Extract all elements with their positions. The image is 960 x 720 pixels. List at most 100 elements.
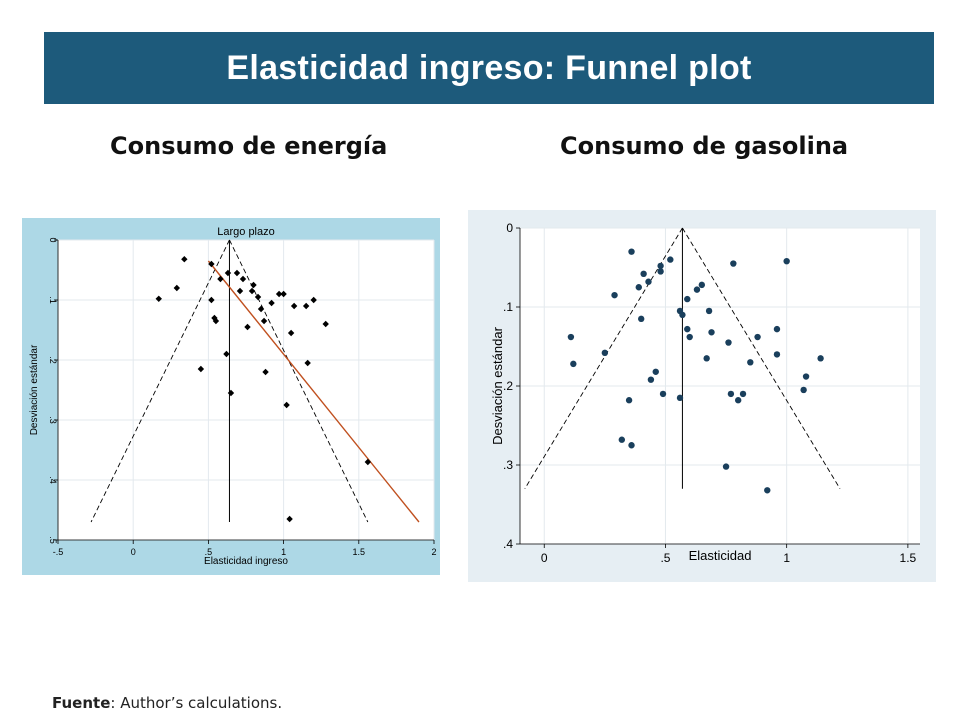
y-tick-label: .2 — [48, 356, 58, 364]
data-point — [181, 256, 188, 263]
data-point — [727, 390, 735, 398]
data-point — [657, 268, 664, 275]
funnel-left-boundary — [90, 239, 230, 523]
x-tick-label: .5 — [660, 551, 670, 565]
data-point — [667, 256, 674, 263]
data-point — [268, 299, 275, 307]
data-point — [280, 290, 287, 298]
y-tick-label: .2 — [503, 379, 513, 393]
x-tick-label: -.5 — [53, 547, 64, 557]
plot-area — [58, 240, 434, 540]
chart-title: Largo plazo — [217, 226, 275, 238]
right-chart-heading: Consumo de gasolina — [560, 132, 849, 160]
data-point — [693, 286, 701, 293]
source-note: Fuente: Author’s calculations. — [52, 694, 282, 712]
data-point — [173, 284, 181, 292]
data-point — [800, 386, 807, 394]
x-tick-label: 0 — [131, 547, 136, 557]
data-point — [659, 390, 667, 398]
y-tick-label: .1 — [48, 296, 58, 304]
data-point — [248, 287, 256, 295]
data-point — [250, 281, 257, 289]
x-tick-label: .5 — [205, 547, 213, 557]
data-point — [652, 368, 659, 375]
data-point — [364, 458, 372, 466]
data-point — [657, 262, 664, 270]
data-point — [705, 307, 713, 315]
energy-funnel-plot-panel: -.5 0 .5 1 1.5 2 0 .1 .2 .3 .4 .5 Largo plazo Elastic… — [22, 218, 440, 575]
slide-title-bar: Elasticidad ingreso: Funnel plot — [44, 32, 934, 104]
data-point — [257, 305, 265, 313]
y-tick-label: .3 — [503, 458, 513, 472]
data-point — [628, 442, 635, 449]
x-tick-label: 1 — [783, 551, 790, 565]
data-point — [570, 360, 577, 368]
data-point — [703, 355, 710, 362]
data-point — [227, 389, 235, 397]
data-point — [233, 269, 241, 277]
data-point — [236, 287, 244, 295]
data-point — [302, 302, 310, 310]
data-point — [773, 325, 781, 333]
data-point — [817, 355, 824, 362]
y-tick-label: .4 — [503, 537, 513, 551]
data-point — [640, 270, 647, 278]
data-point — [262, 368, 269, 376]
data-point — [601, 349, 609, 357]
data-point — [275, 290, 283, 298]
data-point — [686, 333, 693, 341]
data-point — [684, 325, 691, 333]
energy-funnel-plot: -.5 0 .5 1 1.5 2 0 .1 .2 .3 .4 .5 Largo plazo Elastic… — [29, 226, 437, 567]
data-point — [783, 257, 790, 265]
data-point — [628, 248, 635, 255]
x-tick-label: 1 — [281, 547, 286, 557]
data-point — [802, 373, 810, 380]
data-point — [286, 515, 293, 523]
x-tick-label: 2 — [431, 547, 436, 557]
y-tick-label: 0 — [506, 221, 513, 235]
data-point — [722, 463, 730, 470]
gasoline-funnel-plot-panel: 0 .5 1 1.5 0 .1 .2 .3 .4 Elasticidad Desviación es… — [468, 210, 936, 582]
funnel-left-boundary — [524, 227, 683, 489]
data-point — [708, 329, 715, 336]
data-point — [208, 296, 215, 304]
y-tick-label: 0 — [48, 237, 58, 242]
x-tick-label: 1.5 — [353, 547, 366, 557]
data-point — [684, 295, 691, 303]
data-point — [212, 317, 220, 325]
data-point — [618, 436, 626, 443]
data-point — [625, 397, 633, 404]
source-label: Fuente — [52, 694, 111, 712]
data-point — [647, 376, 655, 383]
data-point — [611, 291, 618, 299]
data-point — [244, 323, 251, 331]
data-point — [754, 333, 761, 341]
data-point — [155, 295, 162, 302]
data-point — [217, 275, 224, 283]
data-point — [304, 359, 311, 367]
x-axis-label: Elasticidad — [689, 548, 752, 563]
data-point — [747, 359, 754, 366]
y-tick-label: .3 — [48, 416, 58, 424]
data-point — [734, 397, 742, 404]
gasoline-funnel-plot: 0 .5 1 1.5 0 .1 .2 .3 .4 Elasticidad Desviación es… — [490, 221, 920, 565]
data-point — [698, 281, 706, 289]
data-point — [287, 329, 295, 337]
y-axis-label: Desviación estándar — [490, 326, 505, 444]
x-tick-label: 0 — [541, 551, 548, 565]
data-point — [679, 311, 686, 319]
data-point — [764, 487, 771, 494]
data-point — [197, 365, 205, 373]
data-point — [239, 275, 247, 283]
y-tick-label: .5 — [48, 536, 58, 544]
source-text: : Author’s calculations. — [110, 694, 283, 712]
y-tick-label: .4 — [48, 476, 58, 484]
data-point — [739, 390, 747, 398]
data-point — [773, 351, 781, 358]
x-tick-label: 1.5 — [900, 551, 917, 565]
data-point — [322, 320, 329, 328]
data-point — [567, 333, 575, 341]
data-point — [645, 278, 652, 285]
data-point — [676, 394, 684, 402]
data-point — [290, 302, 298, 310]
